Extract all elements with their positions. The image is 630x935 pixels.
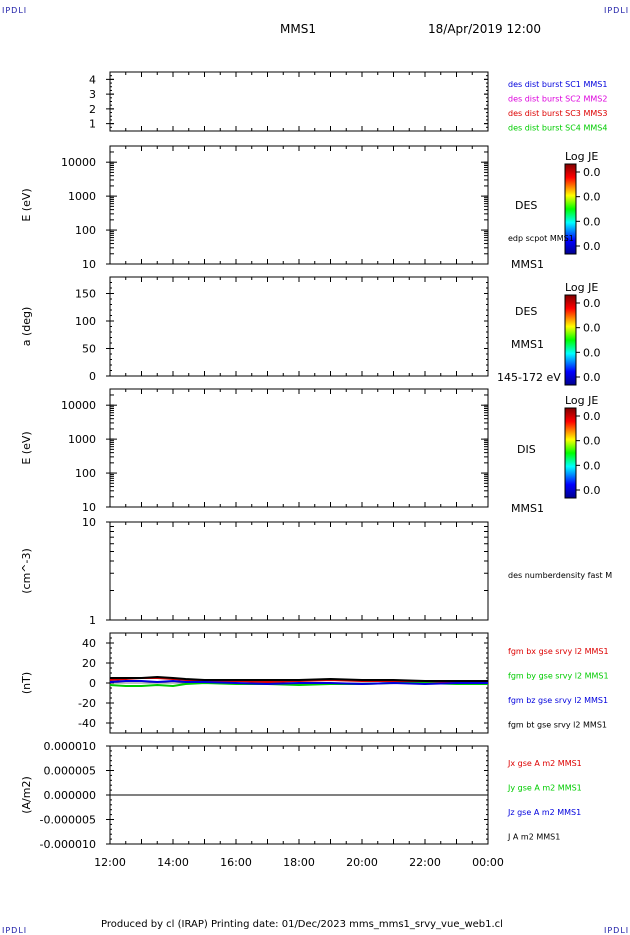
y-tick-label: 1 xyxy=(89,118,96,131)
panel-label-mms1: MMS1 xyxy=(511,258,544,271)
y-tick-label: 0.000000 xyxy=(44,789,97,802)
legend-j-4: J A m2 MMS1 xyxy=(507,833,560,842)
x-tick-label: 22:00 xyxy=(409,856,441,869)
legend-burst-3: des dist burst SC3 MMS3 xyxy=(508,109,607,118)
x-tick-label: 20:00 xyxy=(346,856,378,869)
legend-fgm-1: fgm bx gse srvy l2 MMS1 xyxy=(508,647,609,656)
y-axis-label: E (eV) xyxy=(20,188,33,221)
y-tick-label: -0.000010 xyxy=(40,838,96,851)
x-tick-label: 18:00 xyxy=(283,856,315,869)
y-tick-label: 2 xyxy=(89,103,96,116)
y-tick-label: 10 xyxy=(82,258,96,271)
y-axis-label: (nT) xyxy=(20,672,33,694)
legend-j-2: Jy gse A m2 MMS1 xyxy=(507,784,582,793)
colorbar-title: Log JE xyxy=(565,281,598,294)
colorbar-tick-label: 0.0 xyxy=(583,371,601,384)
y-tick-label: 4 xyxy=(89,73,96,86)
colorbar-tick-label: 0.0 xyxy=(583,297,601,310)
y-tick-label: 10 xyxy=(82,516,96,529)
legend-j-3: Jz gse A m2 MMS1 xyxy=(507,808,581,817)
colorbar-1 xyxy=(564,163,577,255)
spacecraft-title: MMS1 xyxy=(280,22,316,36)
colorbar-2 xyxy=(564,294,577,386)
y-tick-label: 1000 xyxy=(68,433,96,446)
y-tick-label: 0.000010 xyxy=(44,740,97,753)
x-tick-label: 12:00 xyxy=(94,856,126,869)
y-tick-label: 0 xyxy=(89,370,96,383)
y-tick-label: 10000 xyxy=(61,399,96,412)
panel-label-mms1-pitch: MMS1 xyxy=(511,338,544,351)
colorbar-title: Log JE xyxy=(565,394,598,407)
colorbar-3 xyxy=(564,407,577,499)
corner-logo-top-left: IPDLI xyxy=(2,6,28,15)
y-tick-label: 100 xyxy=(75,315,96,328)
y-tick-label: 20 xyxy=(82,657,96,670)
y-tick-label: 100 xyxy=(75,224,96,237)
y-tick-label: 1 xyxy=(89,614,96,627)
corner-logo-top-right: IPDLI xyxy=(604,6,630,15)
colorbar-title: Log JE xyxy=(565,150,598,163)
y-tick-label: 10000 xyxy=(61,156,96,169)
colorbar-tick-label: 0.0 xyxy=(583,346,601,359)
corner-logo-bottom-left: IPDLI xyxy=(2,926,28,935)
y-axis-label: (cm^-3) xyxy=(20,548,33,594)
y-tick-label: 150 xyxy=(75,288,96,301)
panel-frame-3 xyxy=(109,388,489,508)
y-tick-label: 0 xyxy=(89,677,96,690)
y-tick-label: 1000 xyxy=(68,190,96,203)
legend-burst-4: des dist burst SC4 MMS4 xyxy=(508,124,607,133)
colorbar-tick-label: 0.0 xyxy=(583,484,601,497)
y-tick-label: 0.000005 xyxy=(44,765,97,778)
panel-frame-2 xyxy=(109,276,489,377)
x-tick-label: 14:00 xyxy=(157,856,189,869)
legend-j-1: Jx gse A m2 MMS1 xyxy=(507,759,582,768)
panel-label-dis: DIS xyxy=(517,443,536,456)
legend-burst-2: des dist burst SC2 MMS2 xyxy=(508,95,607,104)
legend-burst-1: des dist burst SC1 MMS1 xyxy=(508,80,607,89)
legend-fgm-4: fgm bt gse srvy l2 MMS1 xyxy=(508,721,607,730)
legend-fgm-2: fgm by gse srvy l2 MMS1 xyxy=(508,672,609,681)
series-line-fgm-3 xyxy=(109,679,488,686)
y-axis-label: a (deg) xyxy=(20,307,33,347)
colorbar-tick-label: 0.0 xyxy=(583,322,601,335)
y-tick-label: 100 xyxy=(75,467,96,480)
colorbar-tick-label: 0.0 xyxy=(583,191,601,204)
energy-range-label: 145-172 eV xyxy=(497,371,561,384)
x-tick-label: 16:00 xyxy=(220,856,252,869)
colorbar-tick-label: 0.0 xyxy=(583,410,601,423)
colorbar-tick-label: 0.0 xyxy=(583,240,601,253)
y-tick-label: 40 xyxy=(82,637,96,650)
y-tick-label: 50 xyxy=(82,343,96,356)
y-tick-label: 10 xyxy=(82,501,96,514)
y-axis-label: E (eV) xyxy=(20,431,33,464)
y-tick-label: -20 xyxy=(78,697,96,710)
panel-frame-1 xyxy=(109,145,489,265)
legend-edp-scpot: edp scpot MMS1 xyxy=(508,234,574,243)
panel-label-des-pitch: DES xyxy=(515,305,537,318)
panel-frame-4 xyxy=(109,521,489,621)
colorbar-tick-label: 0.0 xyxy=(583,459,601,472)
x-tick-label: 00:00 xyxy=(472,856,504,869)
legend-fgm-3: fgm bz gse srvy l2 MMS1 xyxy=(508,696,608,705)
panel-frame-0 xyxy=(109,71,489,132)
legend-density: des numberdensity fast M xyxy=(508,571,612,580)
panel-label-des: DES xyxy=(515,199,537,212)
footer-credit: Produced by cl (IRAP) Printing date: 01/… xyxy=(101,919,503,930)
colorbar-tick-label: 0.0 xyxy=(583,166,601,179)
colorbar-tick-label: 0.0 xyxy=(583,215,601,228)
y-tick-label: -40 xyxy=(78,717,96,730)
series-line-fgm-4 xyxy=(110,675,488,682)
corner-logo-bottom-right: IPDLI xyxy=(604,926,630,935)
colorbar-tick-label: 0.0 xyxy=(583,435,601,448)
y-tick-label: 3 xyxy=(89,88,96,101)
date-title: 18/Apr/2019 12:00 xyxy=(428,22,542,36)
y-tick-label: -0.000005 xyxy=(40,814,96,827)
panel-label-mms1-dis: MMS1 xyxy=(511,502,544,515)
y-axis-label: (A/m2) xyxy=(20,776,33,814)
